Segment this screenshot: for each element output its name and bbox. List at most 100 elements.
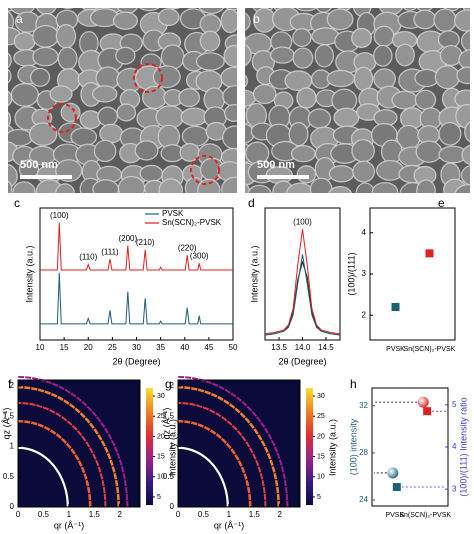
grain (57, 46, 78, 71)
colorbar-tick-label: 25 (157, 413, 165, 420)
y-tick-label: 2 (170, 381, 175, 390)
y-tick-label: 1 (170, 442, 175, 451)
x-tick-label: 0.5 (38, 510, 50, 519)
grain (269, 46, 295, 64)
grain (414, 89, 437, 110)
grain (456, 66, 470, 85)
grain (180, 107, 208, 127)
grain (296, 87, 317, 109)
grain (326, 69, 356, 88)
y-tick-label: 3 (452, 484, 457, 493)
x-tick-label: 13.5 (271, 343, 287, 352)
grain (395, 43, 415, 67)
grain (458, 49, 470, 71)
grain (93, 139, 117, 163)
panel-label: d (248, 196, 255, 210)
grain (460, 29, 470, 53)
grain (12, 181, 36, 193)
y-tick-label: 2 (362, 310, 367, 319)
grain (157, 8, 180, 27)
grain (373, 44, 393, 67)
x-tick-label: 25 (108, 343, 117, 352)
x-tick-label: 1 (67, 510, 72, 519)
grain (55, 23, 77, 49)
colorbar-tick-label: 5 (317, 494, 321, 501)
grain (351, 27, 373, 49)
series-line (40, 222, 233, 271)
grain (314, 44, 335, 68)
y-tick-label: 4 (362, 228, 367, 237)
panel-label: e (438, 196, 445, 210)
grain (415, 140, 443, 163)
grain (117, 175, 146, 193)
peak-label: (200) (118, 234, 137, 243)
y-tick-label: 1.5 (163, 411, 175, 420)
grain (70, 127, 98, 147)
x-tick-label: 35 (156, 343, 165, 352)
x-tick-label: 15 (60, 343, 69, 352)
heatmap-background (18, 380, 140, 507)
grain (373, 25, 395, 47)
grain (8, 52, 12, 69)
colorbar-tick-label: 15 (317, 453, 325, 460)
grain (134, 140, 159, 161)
diffraction-ring (17, 419, 92, 508)
plot-frame (369, 207, 456, 341)
x-tick-label: 1.5 (89, 510, 101, 519)
grain (221, 176, 237, 193)
y-tick-label: 1 (10, 442, 15, 451)
panel-label: c (14, 196, 20, 210)
grain (186, 8, 196, 9)
y-tick-label: 32 (359, 401, 368, 410)
grain (8, 180, 13, 193)
heatmap-background (178, 380, 300, 507)
colorbar-tick-label: 5 (157, 494, 161, 501)
y-tick-label: 5 (452, 400, 457, 409)
grain (158, 178, 184, 193)
marker (391, 303, 400, 311)
grain (160, 44, 185, 70)
legend-label: PVSK (162, 209, 184, 218)
grain (178, 88, 201, 108)
grain (460, 164, 470, 186)
grain (245, 74, 249, 88)
grain (197, 178, 221, 193)
grain (292, 47, 314, 69)
y-tick-label: 24 (359, 495, 368, 504)
x-tick-label: 10 (36, 343, 45, 352)
grain (92, 179, 120, 193)
scale-bar-label: 500 nm (20, 159, 58, 171)
colorbar-tick-label: 30 (157, 393, 165, 400)
x-tick-label: 30 (132, 343, 141, 352)
x-tick-label: 0.5 (198, 510, 210, 519)
grain (115, 46, 136, 65)
colorbar-tick-label: 30 (317, 393, 325, 400)
grain (29, 67, 51, 87)
y-axis-label: Intensity (a.u.) (24, 245, 34, 302)
grain (371, 181, 399, 193)
x-tick-label: PVSK (386, 346, 405, 353)
grain (296, 165, 317, 184)
scale-bar (20, 175, 72, 179)
x-tick-label: 20 (84, 343, 93, 352)
grain (353, 66, 374, 92)
x-tick-label: 14.0 (295, 343, 311, 352)
defect-marker (47, 103, 77, 133)
colorbar-tick-label: 20 (157, 433, 165, 440)
colorbar-tick-label: 25 (317, 413, 325, 420)
grain (139, 8, 160, 12)
grain (328, 186, 353, 193)
grain (55, 183, 75, 193)
defect-marker (190, 155, 220, 185)
grain (391, 90, 419, 110)
grain (32, 46, 59, 67)
plot-frame (17, 379, 141, 508)
marker (417, 396, 429, 408)
scale-bar (257, 175, 309, 179)
peak-label: (110) (79, 253, 97, 262)
grain (199, 30, 221, 52)
grain (220, 66, 237, 89)
grain (464, 121, 470, 143)
series-line (264, 260, 341, 336)
peak-label: (111) (101, 247, 119, 256)
